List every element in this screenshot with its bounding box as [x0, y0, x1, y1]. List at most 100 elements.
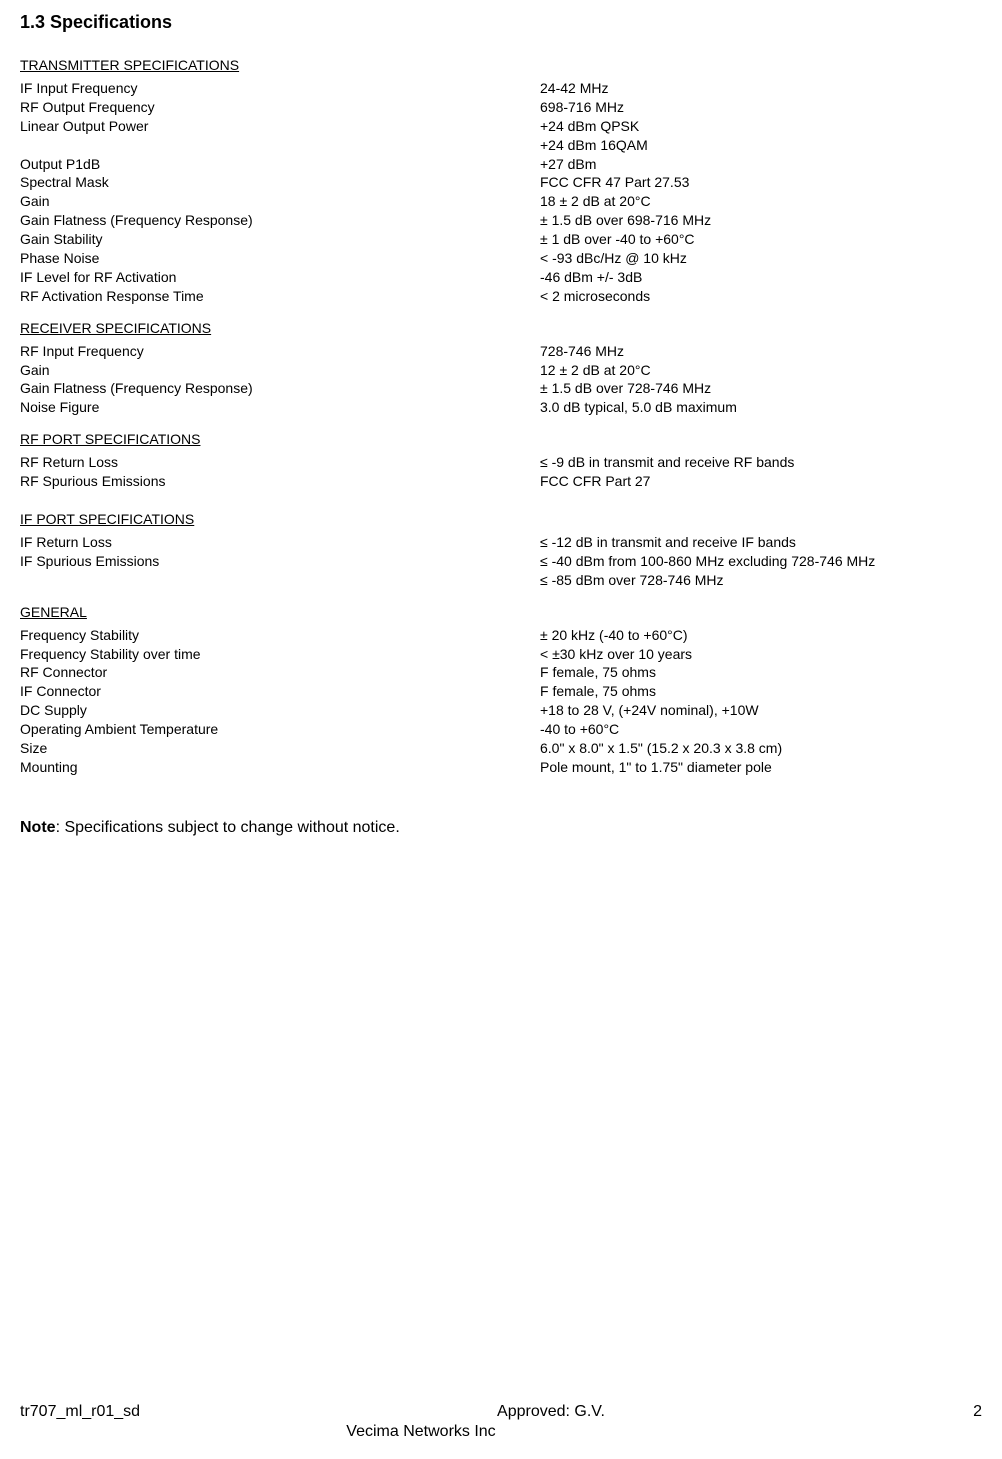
spec-value: F female, 75 ohms — [540, 663, 982, 682]
spec-row: Frequency Stability over time< ±30 kHz o… — [20, 645, 982, 664]
spec-value: < ±30 kHz over 10 years — [540, 645, 982, 664]
spec-row: Operating Ambient Temperature-40 to +60°… — [20, 720, 982, 739]
spec-label: IF Input Frequency — [20, 79, 540, 98]
spec-label: Size — [20, 739, 540, 758]
section-header-receiver: RECEIVER SPECIFICATIONS — [20, 320, 982, 336]
spec-value: 12 ± 2 dB at 20°C — [540, 361, 982, 380]
spec-value: +24 dBm QPSK — [540, 117, 982, 136]
spec-value: Pole mount, 1" to 1.75" diameter pole — [540, 758, 982, 777]
spec-value: 18 ± 2 dB at 20°C — [540, 192, 982, 211]
spec-label: IF Level for RF Activation — [20, 268, 540, 287]
spec-row: RF Spurious EmissionsFCC CFR Part 27 — [20, 472, 982, 491]
spec-label: Gain Flatness (Frequency Response) — [20, 211, 540, 230]
spec-value: ≤ -85 dBm over 728-746 MHz — [540, 571, 982, 590]
spec-value: ± 1 dB over -40 to +60°C — [540, 230, 982, 249]
section-header-transmitter: TRANSMITTER SPECIFICATIONS — [20, 57, 982, 73]
spec-label — [20, 136, 540, 155]
note-text: Note: Specifications subject to change w… — [20, 819, 982, 837]
spec-row: Linear Output Power+24 dBm QPSK — [20, 117, 982, 136]
spec-row: Gain Stability± 1 dB over -40 to +60°C — [20, 230, 982, 249]
spec-label: Mounting — [20, 758, 540, 777]
section-header-ifport: IF PORT SPECIFICATIONS — [20, 511, 982, 527]
spec-row: Size6.0" x 8.0" x 1.5" (15.2 x 20.3 x 3.… — [20, 739, 982, 758]
spec-value: +24 dBm 16QAM — [540, 136, 982, 155]
spec-table-receiver: RF Input Frequency728-746 MHz Gain12 ± 2… — [20, 342, 982, 418]
spec-row: IF ConnectorF female, 75 ohms — [20, 682, 982, 701]
spec-value: FCC CFR 47 Part 27.53 — [540, 173, 982, 192]
footer-doc-id: tr707_ml_r01_sd — [20, 1403, 320, 1421]
spec-label: Linear Output Power — [20, 117, 540, 136]
spec-label: Noise Figure — [20, 398, 540, 417]
spec-label: Spectral Mask — [20, 173, 540, 192]
spec-row: RF ConnectorF female, 75 ohms — [20, 663, 982, 682]
spec-row: RF Input Frequency728-746 MHz — [20, 342, 982, 361]
spec-label: RF Output Frequency — [20, 98, 540, 117]
spec-row: RF Output Frequency698-716 MHz — [20, 98, 982, 117]
spec-row: Frequency Stability± 20 kHz (-40 to +60°… — [20, 626, 982, 645]
spec-value: FCC CFR Part 27 — [540, 472, 982, 491]
spec-value: ± 1.5 dB over 728-746 MHz — [540, 379, 982, 398]
spec-row: Phase Noise< -93 dBc/Hz @ 10 kHz — [20, 249, 982, 268]
spec-row: Spectral MaskFCC CFR 47 Part 27.53 — [20, 173, 982, 192]
spec-label: Gain Stability — [20, 230, 540, 249]
spec-value: ± 20 kHz (-40 to +60°C) — [540, 626, 982, 645]
spec-label: Operating Ambient Temperature — [20, 720, 540, 739]
spec-row: Gain18 ± 2 dB at 20°C — [20, 192, 982, 211]
spec-label: RF Return Loss — [20, 453, 540, 472]
spec-label: RF Connector — [20, 663, 540, 682]
spec-value: ≤ -40 dBm from 100-860 MHz excluding 728… — [540, 552, 982, 571]
spec-label: RF Spurious Emissions — [20, 472, 540, 491]
spec-row: Noise Figure3.0 dB typical, 5.0 dB maxim… — [20, 398, 982, 417]
spec-label: Frequency Stability over time — [20, 645, 540, 664]
spec-row: MountingPole mount, 1" to 1.75" diameter… — [20, 758, 982, 777]
spec-value: 24-42 MHz — [540, 79, 982, 98]
spec-value: +18 to 28 V, (+24V nominal), +10W — [540, 701, 982, 720]
spec-table-transmitter: IF Input Frequency24-42 MHz RF Output Fr… — [20, 79, 982, 306]
spec-label: DC Supply — [20, 701, 540, 720]
spec-value: -46 dBm +/- 3dB — [540, 268, 982, 287]
spec-label: IF Connector — [20, 682, 540, 701]
spec-row: ≤ -85 dBm over 728-746 MHz — [20, 571, 982, 590]
spec-label: IF Return Loss — [20, 533, 540, 552]
spec-value: ± 1.5 dB over 698-716 MHz — [540, 211, 982, 230]
spec-row: RF Return Loss≤ -9 dB in transmit and re… — [20, 453, 982, 472]
spec-label: Output P1dB — [20, 155, 540, 174]
spec-row: IF Input Frequency24-42 MHz — [20, 79, 982, 98]
note-bold: Note — [20, 819, 56, 836]
spec-value: 728-746 MHz — [540, 342, 982, 361]
section-header-rfport: RF PORT SPECIFICATIONS — [20, 431, 982, 447]
spec-value: < -93 dBc/Hz @ 10 kHz — [540, 249, 982, 268]
spec-label: RF Input Frequency — [20, 342, 540, 361]
spec-label: IF Spurious Emissions — [20, 552, 540, 571]
spec-row: Gain Flatness (Frequency Response)± 1.5 … — [20, 211, 982, 230]
spec-value: 3.0 dB typical, 5.0 dB maximum — [540, 398, 982, 417]
footer-approved: Approved: G.V. — [320, 1403, 942, 1421]
spec-row: IF Level for RF Activation-46 dBm +/- 3d… — [20, 268, 982, 287]
spec-label: Gain Flatness (Frequency Response) — [20, 379, 540, 398]
spec-value: ≤ -9 dB in transmit and receive RF bands — [540, 453, 982, 472]
spec-label: RF Activation Response Time — [20, 287, 540, 306]
spec-row: RF Activation Response Time< 2 microseco… — [20, 287, 982, 306]
spec-table-rfport: RF Return Loss≤ -9 dB in transmit and re… — [20, 453, 982, 491]
spec-table-ifport: IF Return Loss≤ -12 dB in transmit and r… — [20, 533, 982, 590]
spec-value: F female, 75 ohms — [540, 682, 982, 701]
spec-label: Frequency Stability — [20, 626, 540, 645]
spec-value: -40 to +60°C — [540, 720, 982, 739]
spec-value: < 2 microseconds — [540, 287, 982, 306]
page-heading: 1.3 Specifications — [20, 12, 982, 33]
spec-label: Gain — [20, 361, 540, 380]
spec-row: Output P1dB+27 dBm — [20, 155, 982, 174]
spec-value: 698-716 MHz — [540, 98, 982, 117]
spec-table-general: Frequency Stability± 20 kHz (-40 to +60°… — [20, 626, 982, 777]
section-header-general: GENERAL — [20, 604, 982, 620]
footer-company: Vecima Networks Inc — [20, 1423, 982, 1441]
spec-label: Gain — [20, 192, 540, 211]
spec-value: ≤ -12 dB in transmit and receive IF band… — [540, 533, 982, 552]
page-footer: tr707_ml_r01_sd Approved: G.V. 2 Vecima … — [20, 1403, 982, 1441]
spec-row: Gain Flatness (Frequency Response)± 1.5 … — [20, 379, 982, 398]
spec-value: 6.0" x 8.0" x 1.5" (15.2 x 20.3 x 3.8 cm… — [540, 739, 982, 758]
spec-row: IF Spurious Emissions≤ -40 dBm from 100-… — [20, 552, 982, 571]
spec-row: +24 dBm 16QAM — [20, 136, 982, 155]
spec-value: +27 dBm — [540, 155, 982, 174]
note-body: : Specifications subject to change witho… — [56, 819, 400, 836]
